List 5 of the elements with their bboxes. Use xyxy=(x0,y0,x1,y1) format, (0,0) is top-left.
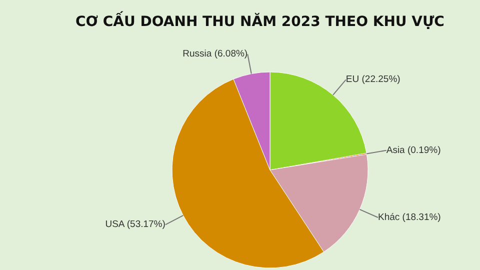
slice-label: Khác (18.31%) xyxy=(378,212,441,224)
slice-label: Asia (0.19%) xyxy=(386,144,441,156)
slice-label: Russia (6.08%) xyxy=(182,48,248,60)
slice-label: USA (53.17%) xyxy=(105,219,166,230)
slice-label: EU (22.25%) xyxy=(346,74,400,86)
